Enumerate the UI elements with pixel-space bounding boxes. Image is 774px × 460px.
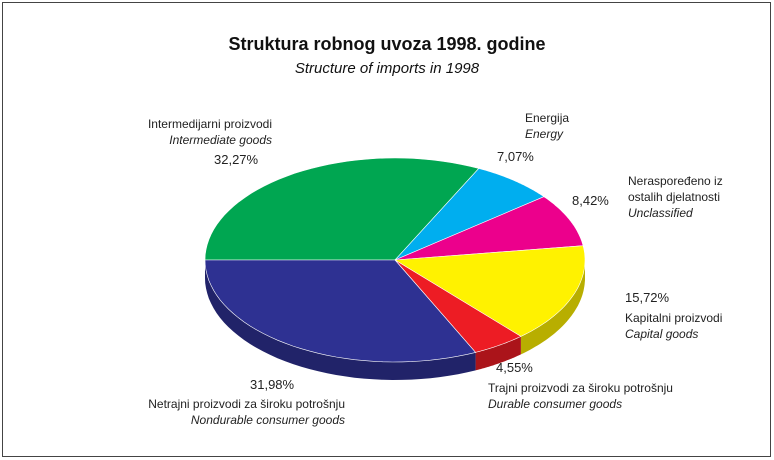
pie-slice (394, 168, 545, 261)
pie-slice (394, 245, 586, 337)
pie-side (520, 260, 585, 355)
value-label: 7,07% (497, 149, 534, 164)
chart-subtitle: Structure of imports in 1998 (294, 60, 480, 77)
value-label: 31,98% (250, 377, 295, 392)
pie-side (475, 336, 521, 371)
category: Energija (525, 111, 570, 125)
value-label: 8,42% (572, 193, 609, 208)
category: Neraspoređeno iz ostalih djelatnosti (628, 174, 723, 204)
category-en: Capital goods (625, 327, 699, 341)
slice-label: Intermedijarni proizvodi Intermediate goo… (148, 116, 272, 148)
slice-label: Energija Energy (525, 110, 569, 142)
pie-slice (394, 196, 584, 261)
category-en: Nondurable consumer goods (190, 413, 345, 427)
category: Intermedijarni proizvodi (147, 117, 272, 131)
pie-slice (394, 259, 522, 353)
category-en: Energy (525, 127, 564, 141)
value-label: 4,55% (496, 360, 533, 375)
value-label: 32,27% (214, 152, 259, 167)
value-label: 15,72% (625, 290, 670, 305)
chart-title: Struktura robnog uvoza 1998. godine (228, 34, 546, 54)
pie-slice (204, 157, 480, 261)
slice-label: Trajni proizvodi za široku potrošnju Dura… (488, 380, 673, 412)
category-en: Unclassified (628, 206, 693, 220)
category: Netrajni proizvodi za široku potrošnju (148, 397, 345, 411)
slice-label: Kapitalni proizvodi Capital goods (625, 310, 722, 342)
pie-side (205, 260, 476, 380)
category-en: Durable consumer goods (488, 397, 623, 411)
category: Trajni proizvodi za široku potrošnju (488, 381, 673, 395)
category: Kapitalni proizvodi (625, 311, 723, 325)
category-en: Intermediate goods (169, 133, 272, 147)
slice-label: Neraspoređeno iz ostalih djelatnosti Uncl… (628, 173, 753, 221)
pie-slice (204, 259, 477, 363)
slice-label: Netrajni proizvodi za široku potrošnju No… (148, 396, 345, 428)
